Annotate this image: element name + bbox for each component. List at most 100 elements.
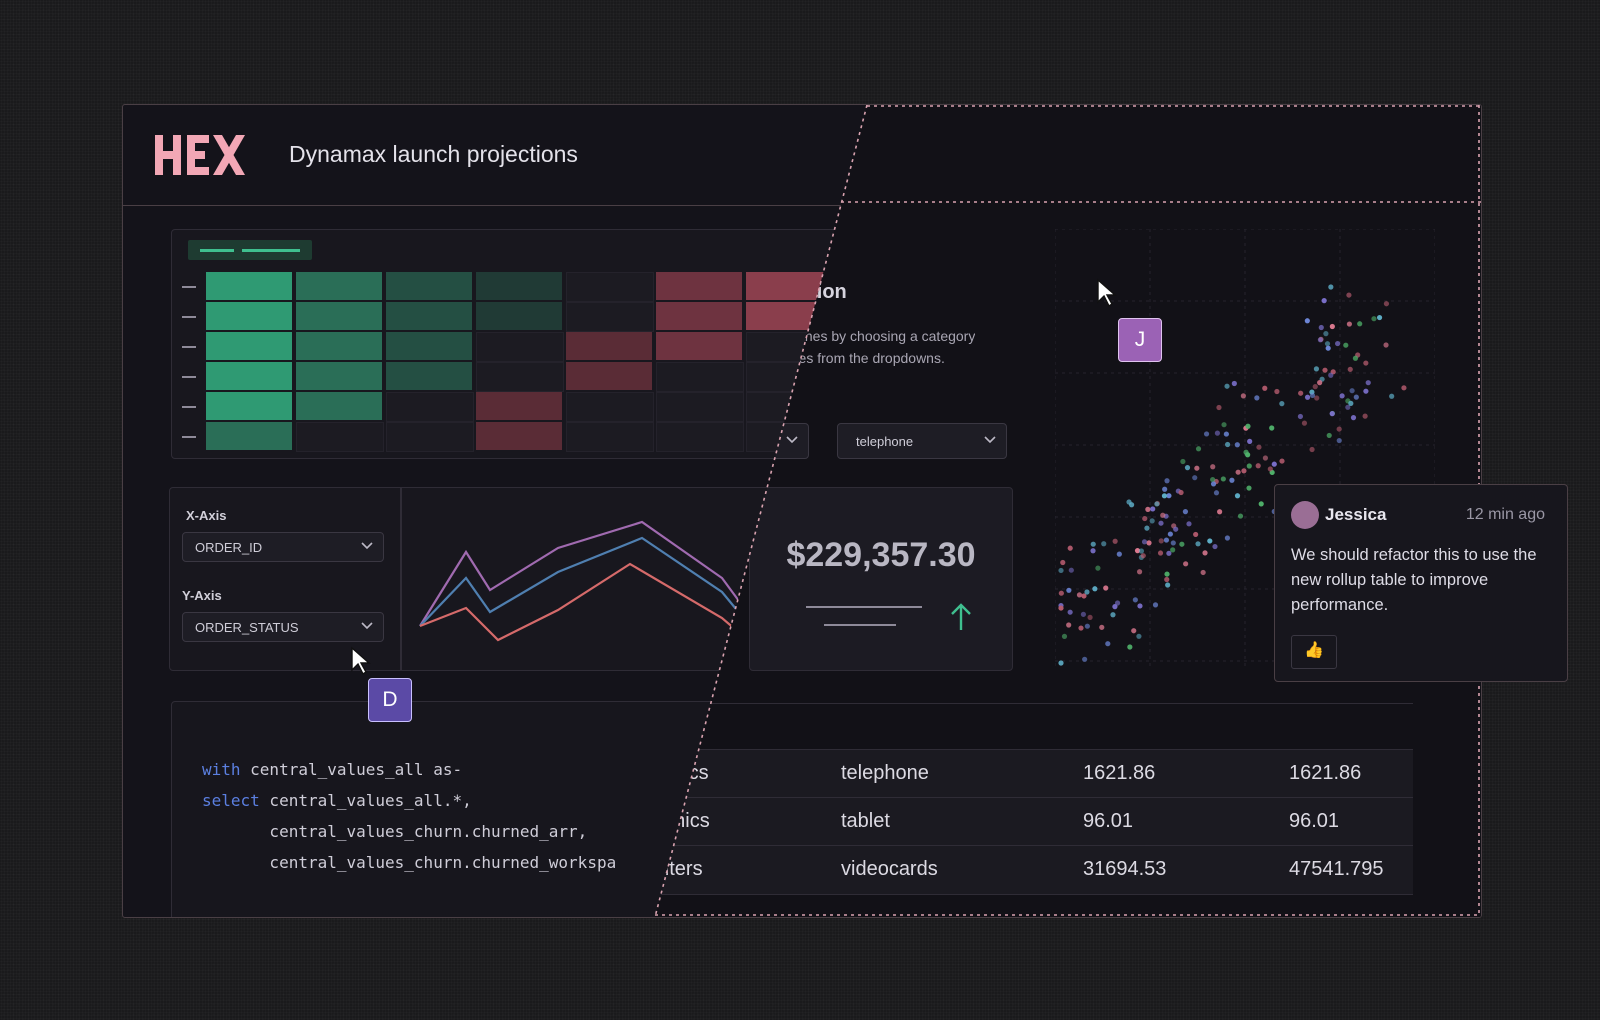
category-dropdown-value: telephone: [856, 434, 914, 449]
scatter-point: [1371, 316, 1377, 322]
heatmap-cell: [386, 422, 474, 452]
scatter-point: [1144, 525, 1150, 531]
scatter-point: [1210, 481, 1217, 487]
heatmap-cell: [476, 422, 562, 450]
scatter-point: [1279, 458, 1285, 464]
scatter-point: [1317, 337, 1324, 343]
scatter-point: [1317, 380, 1323, 386]
scatter-point: [1157, 550, 1164, 556]
heatmap-row-marker: [182, 316, 196, 318]
table-row: onics tablet 96.01 96.01: [655, 797, 1413, 846]
scatter-point: [1103, 585, 1109, 591]
heatmap-cell: [656, 332, 742, 360]
scatter-point: [1401, 385, 1407, 391]
scatter-point: [1136, 633, 1142, 639]
scatter-point: [1245, 423, 1251, 429]
heatmap-cell: [296, 392, 382, 420]
heatmap-cell: [566, 272, 654, 302]
scatter-point: [1138, 548, 1145, 554]
scatter-point: [1078, 625, 1084, 631]
y-axis-label: Y-Axis: [182, 588, 222, 603]
cursor-arrow-icon: [1097, 278, 1117, 308]
heatmap-cell: [296, 422, 384, 452]
scatter-point: [1297, 413, 1304, 420]
x-axis-value: ORDER_ID: [195, 540, 263, 555]
x-axis-select[interactable]: ORDER_ID: [182, 532, 384, 562]
scatter-point: [1165, 582, 1171, 588]
y-axis-select[interactable]: ORDER_STATUS: [182, 612, 384, 642]
cell-value2: 96.01: [1289, 810, 1340, 832]
scatter-point: [1082, 656, 1088, 662]
scatter-point: [1160, 512, 1166, 518]
scatter-point: [1389, 393, 1395, 399]
heatmap-cell: [656, 302, 742, 330]
heatmap-cell: [206, 422, 292, 450]
scatter-point: [1068, 567, 1074, 573]
scatter-point: [1207, 538, 1213, 544]
scatter-point: [1383, 342, 1389, 348]
scatter-point: [1365, 380, 1371, 386]
scatter-point: [1318, 324, 1324, 331]
heatmap-cell: [296, 332, 382, 360]
heatmap-tag: [188, 240, 312, 260]
thumbs-up-reaction-button[interactable]: 👍: [1291, 635, 1337, 669]
sql-line-4: central_values_churn.churned_workspa: [202, 853, 617, 872]
scatter-point: [1132, 597, 1138, 603]
scatter-point: [1279, 401, 1285, 407]
kpi-card: $229,357.30: [749, 487, 1013, 671]
scatter-point: [1345, 404, 1351, 410]
scatter-point: [1152, 602, 1159, 608]
x-axis-label: X-Axis: [186, 508, 227, 523]
scatter-point: [1348, 400, 1354, 406]
scatter-point: [1161, 493, 1168, 499]
scatter-point: [1256, 444, 1262, 450]
scatter-point: [1163, 537, 1170, 543]
scatter-point: [1322, 367, 1328, 373]
scatter-point: [1183, 561, 1189, 567]
scatter-point: [1101, 541, 1107, 547]
table-row: puters videocards 31694.53 47541.795: [655, 845, 1413, 895]
heatmap-cell: [566, 332, 652, 360]
section-description-1: e lines by choosing a category: [787, 328, 976, 344]
scatter-point: [1203, 431, 1210, 437]
scatter-point: [1336, 426, 1342, 432]
scatter-point: [1314, 395, 1320, 401]
chevron-down-icon: [984, 436, 996, 444]
heatmap-cell: [206, 362, 292, 390]
scatter-point: [1313, 366, 1320, 372]
scatter-point: [1329, 411, 1335, 417]
sql-line-2: central_values_all.*,: [259, 791, 472, 810]
scatter-point: [1221, 422, 1227, 428]
scatter-point: [1140, 553, 1146, 559]
scatter-point: [1202, 550, 1208, 556]
scatter-point: [1346, 321, 1352, 327]
chart-config-panel: X-Axis ORDER_ID Y-Axis ORDER_STATUS: [169, 487, 791, 671]
scatter-point: [1186, 521, 1192, 527]
heatmap-cell: [386, 302, 472, 330]
scatter-point: [1309, 392, 1316, 399]
scatter-point: [1058, 567, 1064, 574]
scatter-point: [1323, 330, 1329, 337]
scatter-point: [1346, 292, 1352, 298]
scatter-point: [1267, 466, 1273, 472]
scatter-point: [1087, 614, 1093, 620]
scatter-point: [1149, 518, 1155, 524]
scatter-point: [1274, 388, 1280, 395]
category-dropdown[interactable]: telephone: [837, 423, 1007, 459]
scatter-point: [1136, 569, 1143, 575]
heatmap-cell: [656, 362, 744, 392]
scatter-point: [1362, 413, 1368, 419]
scatter-point: [1061, 633, 1068, 640]
scatter-point: [1235, 469, 1241, 475]
scatter-point: [1060, 559, 1066, 566]
scatter-point: [1127, 644, 1133, 650]
scatter-point: [1067, 609, 1073, 615]
arrow-up-icon: [951, 603, 971, 630]
scatter-point: [1350, 415, 1357, 421]
scatter-point: [1247, 438, 1253, 444]
scatter-point: [1262, 385, 1268, 391]
kpi-value: $229,357.30: [786, 536, 976, 574]
cell-product: videocards: [841, 858, 938, 880]
scatter-point: [1304, 394, 1311, 400]
scatter-point: [1184, 465, 1191, 471]
